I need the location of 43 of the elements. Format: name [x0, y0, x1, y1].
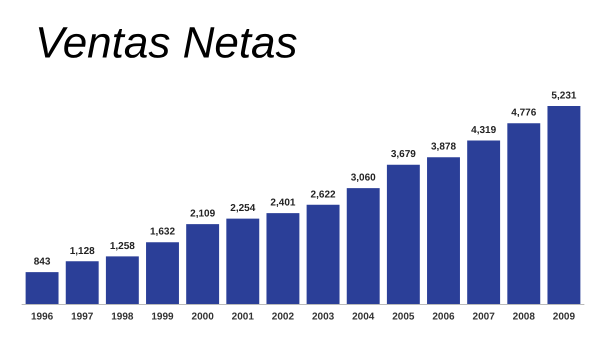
bar — [467, 140, 500, 304]
data-label: 2,254 — [230, 203, 256, 214]
x-tick-label: 2006 — [432, 312, 456, 322]
data-label: 2,622 — [310, 189, 336, 200]
bar — [386, 164, 420, 304]
x-tick-label: 2002 — [272, 312, 294, 322]
data-label: 843 — [34, 256, 51, 268]
bar — [226, 218, 260, 304]
data-label: 4,319 — [471, 125, 497, 136]
data-label: 4,776 — [511, 108, 537, 119]
data-label: 3,060 — [350, 172, 376, 184]
data-label: 2,401 — [270, 198, 296, 209]
bar — [507, 123, 540, 304]
data-label: 1,258 — [110, 240, 136, 252]
x-tick-label: 1999 — [151, 312, 174, 322]
x-tick-label: 2001 — [232, 312, 254, 322]
x-tick-label: 2005 — [392, 312, 415, 322]
data-label: 1,632 — [150, 226, 176, 238]
chart-title: Ventas Netas — [35, 18, 298, 68]
x-tick-label: 2008 — [512, 312, 536, 322]
bar — [427, 157, 460, 304]
x-tick-label: 1998 — [111, 312, 134, 322]
x-tick-label: 2003 — [312, 312, 335, 322]
bar — [26, 272, 59, 304]
data-label: 1,128 — [70, 246, 96, 257]
bar — [547, 106, 580, 304]
x-tick-label: 2004 — [352, 312, 375, 322]
data-label: 3,679 — [390, 149, 416, 160]
bar — [306, 204, 340, 304]
x-tick-label: 2009 — [552, 312, 576, 322]
bar — [146, 242, 179, 304]
bar — [346, 188, 380, 304]
data-label: 3,878 — [430, 142, 456, 153]
x-tick-label: 2007 — [472, 312, 496, 322]
bar — [106, 256, 139, 304]
bar — [266, 213, 300, 304]
x-tick-label: 2000 — [192, 312, 214, 322]
data-label: 5,231 — [551, 90, 577, 102]
bar — [66, 261, 99, 304]
bar — [186, 224, 220, 304]
data-label: 2,109 — [190, 208, 216, 220]
x-tick-label: 1996 — [30, 312, 54, 322]
x-tick-label: 1997 — [71, 312, 94, 322]
